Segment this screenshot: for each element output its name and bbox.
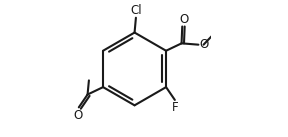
Text: O: O (199, 38, 208, 51)
Text: F: F (172, 101, 179, 114)
Text: Cl: Cl (130, 4, 142, 17)
Text: O: O (73, 109, 83, 122)
Text: O: O (179, 13, 188, 26)
